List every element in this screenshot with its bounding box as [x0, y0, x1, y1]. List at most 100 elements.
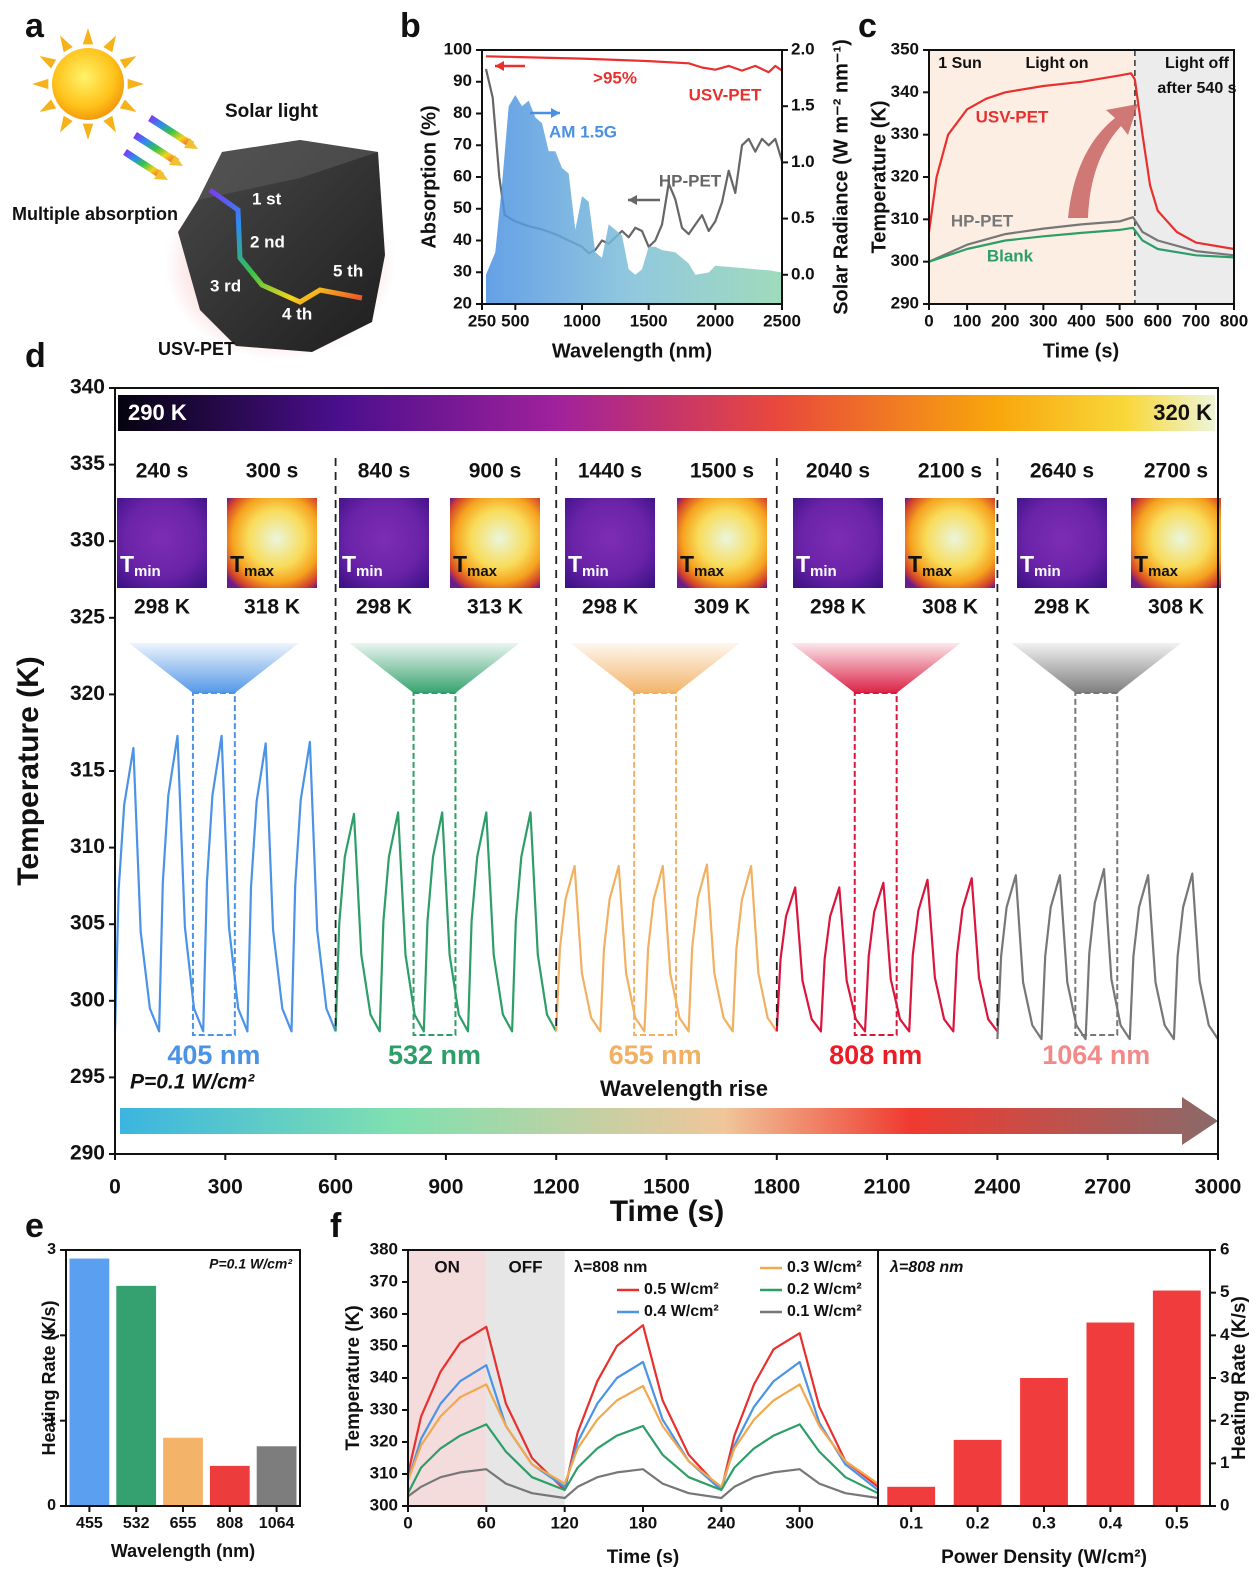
x-tick-label: 0.2	[966, 1513, 990, 1532]
y2-tick-label: 1.5	[791, 96, 815, 115]
highlight-box	[634, 693, 676, 1035]
snapshot-label: T	[908, 551, 922, 577]
x-tick-label: 500	[501, 311, 529, 330]
x-tick-label: 2700	[1084, 1176, 1131, 1199]
light-arrows	[125, 118, 192, 176]
snapshot-label: T	[453, 551, 467, 577]
snapshot-time: 840 s	[358, 460, 411, 483]
y-axis-label: Absorption (%)	[418, 105, 440, 248]
x-tick-label: 500	[1105, 311, 1133, 330]
snapshot-temp: 309 K	[694, 596, 750, 619]
y-tick-label: 315	[70, 759, 105, 782]
colorbar-label: 290 K	[128, 400, 187, 425]
x-tick-label: 400	[1067, 311, 1095, 330]
snapshot-time: 300 s	[246, 460, 299, 483]
y-axis-label: Heating Rate (K/s)	[39, 1300, 59, 1455]
y-tick-label: 335	[70, 452, 105, 475]
y-tick-label: 350	[370, 1335, 398, 1354]
x-tick-label: 240	[707, 1513, 735, 1532]
x-tick-label: 0.3	[1032, 1513, 1056, 1532]
panel: USV-PETHP-PETBlank1 SunLight onLight off…	[858, 7, 1248, 362]
highlight-box	[193, 693, 235, 1035]
x-tick-label: 300	[785, 1513, 813, 1532]
x-tick-label: 600	[1144, 311, 1172, 330]
series-label: AM 1.5G	[549, 122, 617, 141]
figure: a Solar light Multiple absorption 1 st 2…	[0, 0, 1258, 1574]
snapshot-temp: 313 K	[467, 596, 523, 619]
x-tick-label: 655	[170, 1515, 197, 1532]
colorbar-label: 320 K	[1153, 400, 1212, 425]
y-tick-label: 60	[453, 166, 472, 185]
wavelength-label: 655 nm	[609, 1040, 702, 1070]
y-tick-label: 310	[370, 1463, 398, 1482]
snapshot-label: T	[342, 551, 356, 577]
x-tick-label: 2500	[763, 311, 801, 330]
x-tick-label: 1064	[259, 1515, 295, 1532]
line	[777, 878, 998, 1031]
snapshot-label-sub: min	[356, 563, 383, 580]
x-tick-label: 1500	[630, 311, 668, 330]
y-tick-label: 325	[70, 605, 105, 628]
series-label: Blank	[987, 246, 1034, 265]
y-axis-label: Temperature (K)	[343, 1305, 364, 1450]
snapshot-label: T	[120, 551, 134, 577]
snapshot-time: 2700 s	[1144, 460, 1208, 483]
x-tick-label: 0	[924, 311, 933, 330]
x-axis-label: Wavelength (nm)	[552, 340, 712, 362]
bar	[70, 1259, 110, 1506]
snapshot-temp: 308 K	[1148, 596, 1204, 619]
x-tick-label: 0	[403, 1513, 412, 1532]
sun-ray	[83, 28, 93, 44]
sun-ray	[60, 116, 73, 133]
snapshot-time: 2100 s	[918, 460, 982, 483]
y-tick-label: 310	[891, 209, 919, 228]
legend-label: 0.1 W/cm²	[787, 1303, 862, 1320]
y-tick-label: 0	[47, 1497, 56, 1514]
annotation: after 540 s	[1157, 80, 1236, 97]
wavelength-label: 808 nm	[829, 1040, 922, 1070]
x-tick-label: 300	[1029, 311, 1057, 330]
x-tick-label: 0.1	[899, 1513, 923, 1532]
y2-axis-label: Solar Radiance (W m⁻² nm⁻¹)	[830, 39, 852, 315]
snapshot-label-sub: max	[467, 563, 498, 580]
funnel	[129, 643, 299, 693]
bar	[1020, 1378, 1068, 1506]
y2-tick-label: 0.5	[791, 208, 815, 227]
y-tick-label: 340	[70, 376, 105, 399]
bar	[163, 1438, 203, 1506]
y-tick-label: 330	[891, 124, 919, 143]
snapshot-label-sub: min	[810, 563, 837, 580]
snapshot-temp: 298 K	[356, 596, 412, 619]
bar	[210, 1466, 250, 1506]
snapshot-temp: 298 K	[810, 596, 866, 619]
bar	[257, 1446, 297, 1506]
series-label: HP-PET	[951, 211, 1014, 230]
panel-letter: d	[25, 337, 46, 375]
step-label: 1 st	[252, 189, 282, 208]
power-label: P=0.1 W/cm²	[130, 1071, 255, 1094]
panel-letter: a	[25, 7, 45, 45]
x-tick-label: 2000	[696, 311, 734, 330]
y2-tick-label: 0.0	[791, 264, 815, 283]
sun-ray	[120, 56, 137, 69]
legend-label: 0.4 W/cm²	[644, 1303, 719, 1320]
x-axis-label: Power Density (W/cm²)	[941, 1547, 1147, 1568]
y-tick-label: 290	[891, 293, 919, 312]
x-tick-label: 200	[991, 311, 1019, 330]
sun-ray	[40, 56, 57, 69]
sun	[52, 48, 124, 120]
snapshot-temp: 298 K	[1034, 596, 1090, 619]
x-axis-label: Time (s)	[610, 1195, 724, 1228]
annotation: 1 Sun	[938, 55, 982, 72]
snapshot-time: 2640 s	[1030, 460, 1094, 483]
x-tick-label: 900	[428, 1176, 463, 1199]
x-tick-label: 0.4	[1099, 1513, 1123, 1532]
x-tick-label: 808	[216, 1515, 243, 1532]
snapshot-label: T	[568, 551, 582, 577]
panel: USV-PETHP-PETAM 1.5G>95%2030405060708090…	[400, 7, 852, 362]
y-tick-label: 0	[1220, 1495, 1229, 1514]
annotation: P=0.1 W/cm²	[209, 1256, 292, 1272]
y-tick-label: 320	[891, 166, 919, 185]
bar	[887, 1487, 935, 1506]
